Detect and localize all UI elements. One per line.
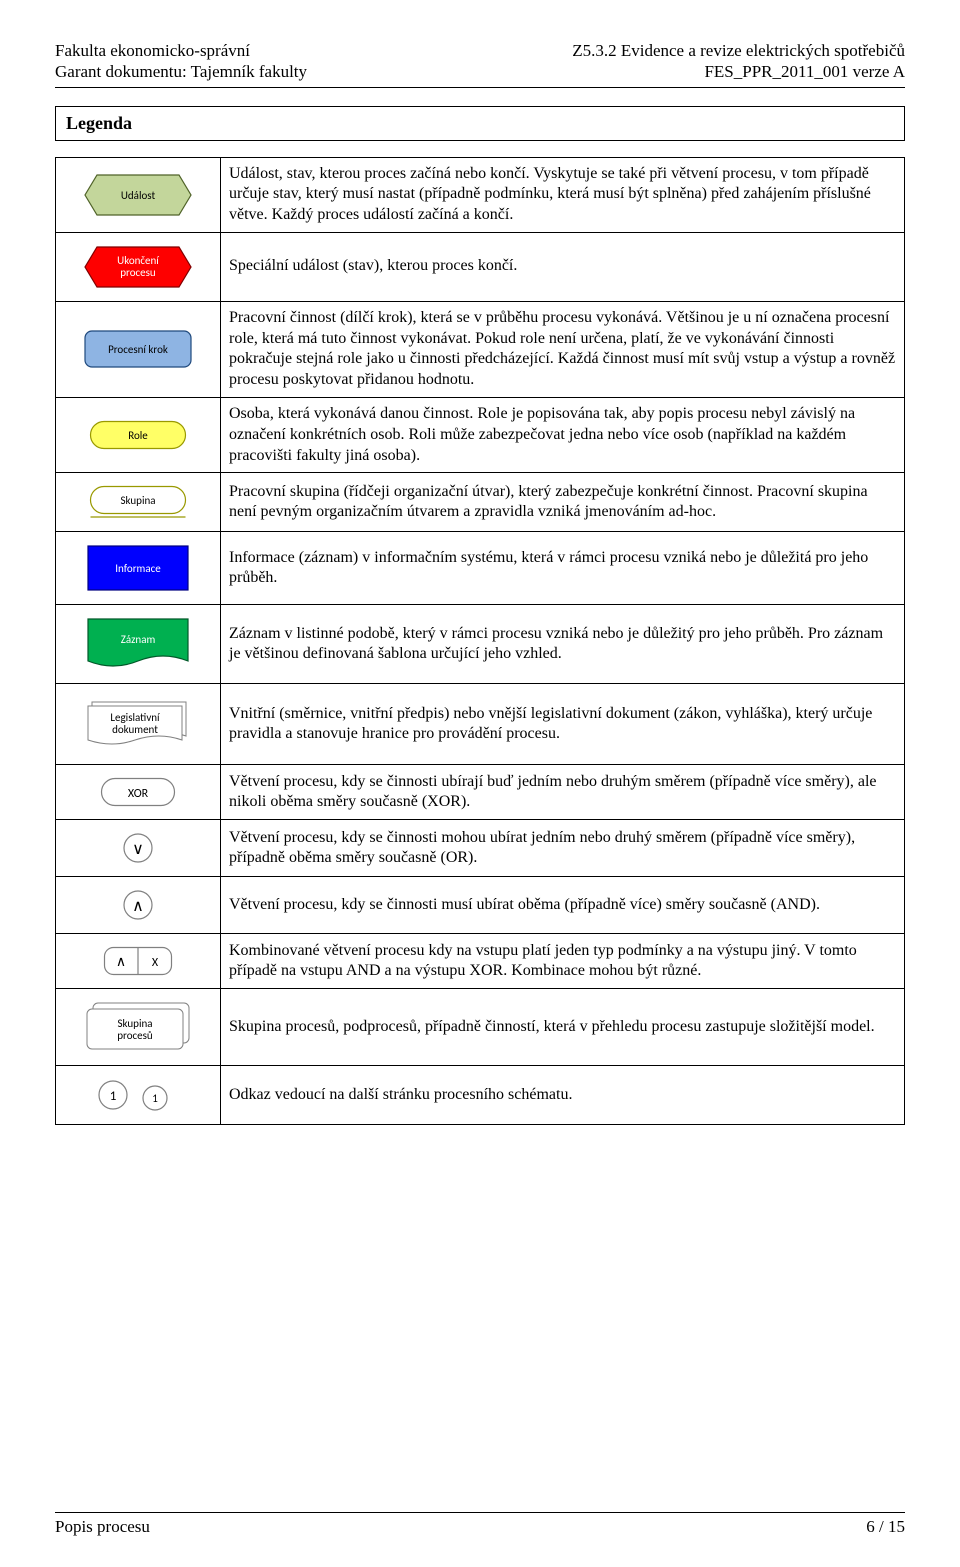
svg-text:procesů: procesů (117, 1029, 153, 1042)
legend-symbol-record: Záznam (56, 605, 221, 684)
footer-divider (55, 1512, 905, 1513)
footer-right: 6 / 15 (866, 1517, 905, 1537)
legend-desc: Skupina procesů, podprocesů, případně či… (221, 989, 905, 1066)
legend-symbol-xor: XOR (56, 765, 221, 820)
svg-text:Role: Role (128, 429, 148, 442)
table-row: ∧ X Kombinované větvení procesu kdy na v… (56, 934, 905, 989)
table-row: XOR Větvení procesu, kdy se činnosti ubí… (56, 765, 905, 820)
table-row: Záznam Záznam v listinné podobě, který v… (56, 605, 905, 684)
legend-desc: Větvení procesu, kdy se činnosti mohou u… (221, 820, 905, 877)
svg-text:Záznam: Záznam (121, 633, 156, 646)
svg-text:1: 1 (152, 1092, 158, 1105)
svg-text:∧: ∧ (116, 953, 126, 970)
svg-text:Událost: Událost (121, 189, 156, 202)
legend-desc: Pracovní činnost (dílčí krok), která se … (221, 301, 905, 397)
svg-text:X: X (152, 956, 159, 970)
header-left-2: Garant dokumentu: Tajemník fakulty (55, 61, 307, 82)
header-right-1: Z5.3.2 Evidence a revize elektrických sp… (572, 40, 905, 61)
legend-desc: Větvení procesu, kdy se činnosti musí ub… (221, 877, 905, 934)
legend-symbol-info: Informace (56, 532, 221, 605)
legend-desc: Větvení procesu, kdy se činnosti ubírají… (221, 765, 905, 820)
legend-symbol-link: 1 1 (56, 1066, 221, 1125)
legend-desc: Informace (záznam) v informačním systému… (221, 532, 905, 605)
legend-table: Událost Událost, stav, kterou proces zač… (55, 157, 905, 1126)
legend-symbol-and: ∧ (56, 877, 221, 934)
table-row: Skupina Pracovní skupina (řídčeji organi… (56, 473, 905, 532)
legend-symbol-step: Procesní krok (56, 301, 221, 397)
header-left-1: Fakulta ekonomicko-správní (55, 40, 307, 61)
svg-text:procesu: procesu (120, 266, 156, 279)
footer: Popis procesu 6 / 15 (55, 1512, 905, 1537)
table-row: Skupina procesů Skupina procesů, podproc… (56, 989, 905, 1066)
legend-desc: Osoba, která vykonává danou činnost. Rol… (221, 398, 905, 473)
table-row: Událost Událost, stav, kterou proces zač… (56, 157, 905, 232)
legend-desc: Speciální událost (stav), kterou proces … (221, 232, 905, 301)
table-row: ∧ Větvení procesu, kdy se činnosti musí … (56, 877, 905, 934)
legend-desc: Pracovní skupina (řídčeji organizační út… (221, 473, 905, 532)
header-divider (55, 87, 905, 88)
legend-symbol-procgroup: Skupina procesů (56, 989, 221, 1066)
legend-title-box: Legenda (55, 106, 905, 141)
legend-symbol-event: Událost (56, 157, 221, 232)
legend-title: Legenda (66, 113, 132, 133)
svg-text:dokument: dokument (112, 723, 158, 736)
svg-text:1: 1 (110, 1089, 117, 1104)
header: Fakulta ekonomicko-správní Garant dokume… (55, 40, 905, 83)
table-row: Informace Informace (záznam) v informačn… (56, 532, 905, 605)
legend-desc: Událost, stav, kterou proces začíná nebo… (221, 157, 905, 232)
header-right-2: FES_PPR_2011_001 verze A (572, 61, 905, 82)
svg-text:Skupina: Skupina (120, 494, 155, 507)
svg-text:∧: ∧ (132, 897, 144, 916)
legend-symbol-group: Skupina (56, 473, 221, 532)
legend-desc: Záznam v listinné podobě, který v rámci … (221, 605, 905, 684)
footer-left: Popis procesu (55, 1517, 150, 1537)
table-row: Role Osoba, která vykonává danou činnost… (56, 398, 905, 473)
table-row: ∨ Větvení procesu, kdy se činnosti mohou… (56, 820, 905, 877)
table-row: Procesní krok Pracovní činnost (dílčí kr… (56, 301, 905, 397)
table-row: 1 1 Odkaz vedoucí na další stránku proce… (56, 1066, 905, 1125)
legend-symbol-combo: ∧ X (56, 934, 221, 989)
table-row: Legislativní dokument Vnitřní (směrnice,… (56, 684, 905, 765)
legend-symbol-or: ∨ (56, 820, 221, 877)
legend-symbol-doc: Legislativní dokument (56, 684, 221, 765)
svg-text:∨: ∨ (132, 840, 144, 859)
svg-text:Informace: Informace (115, 562, 161, 575)
legend-desc: Kombinované větvení procesu kdy na vstup… (221, 934, 905, 989)
svg-text:Procesní krok: Procesní krok (108, 343, 168, 356)
table-row: Ukončení procesu Speciální událost (stav… (56, 232, 905, 301)
svg-text:XOR: XOR (128, 787, 149, 801)
legend-symbol-role: Role (56, 398, 221, 473)
legend-desc: Vnitřní (směrnice, vnitřní předpis) nebo… (221, 684, 905, 765)
legend-symbol-end: Ukončení procesu (56, 232, 221, 301)
legend-desc: Odkaz vedoucí na další stránku procesníh… (221, 1066, 905, 1125)
